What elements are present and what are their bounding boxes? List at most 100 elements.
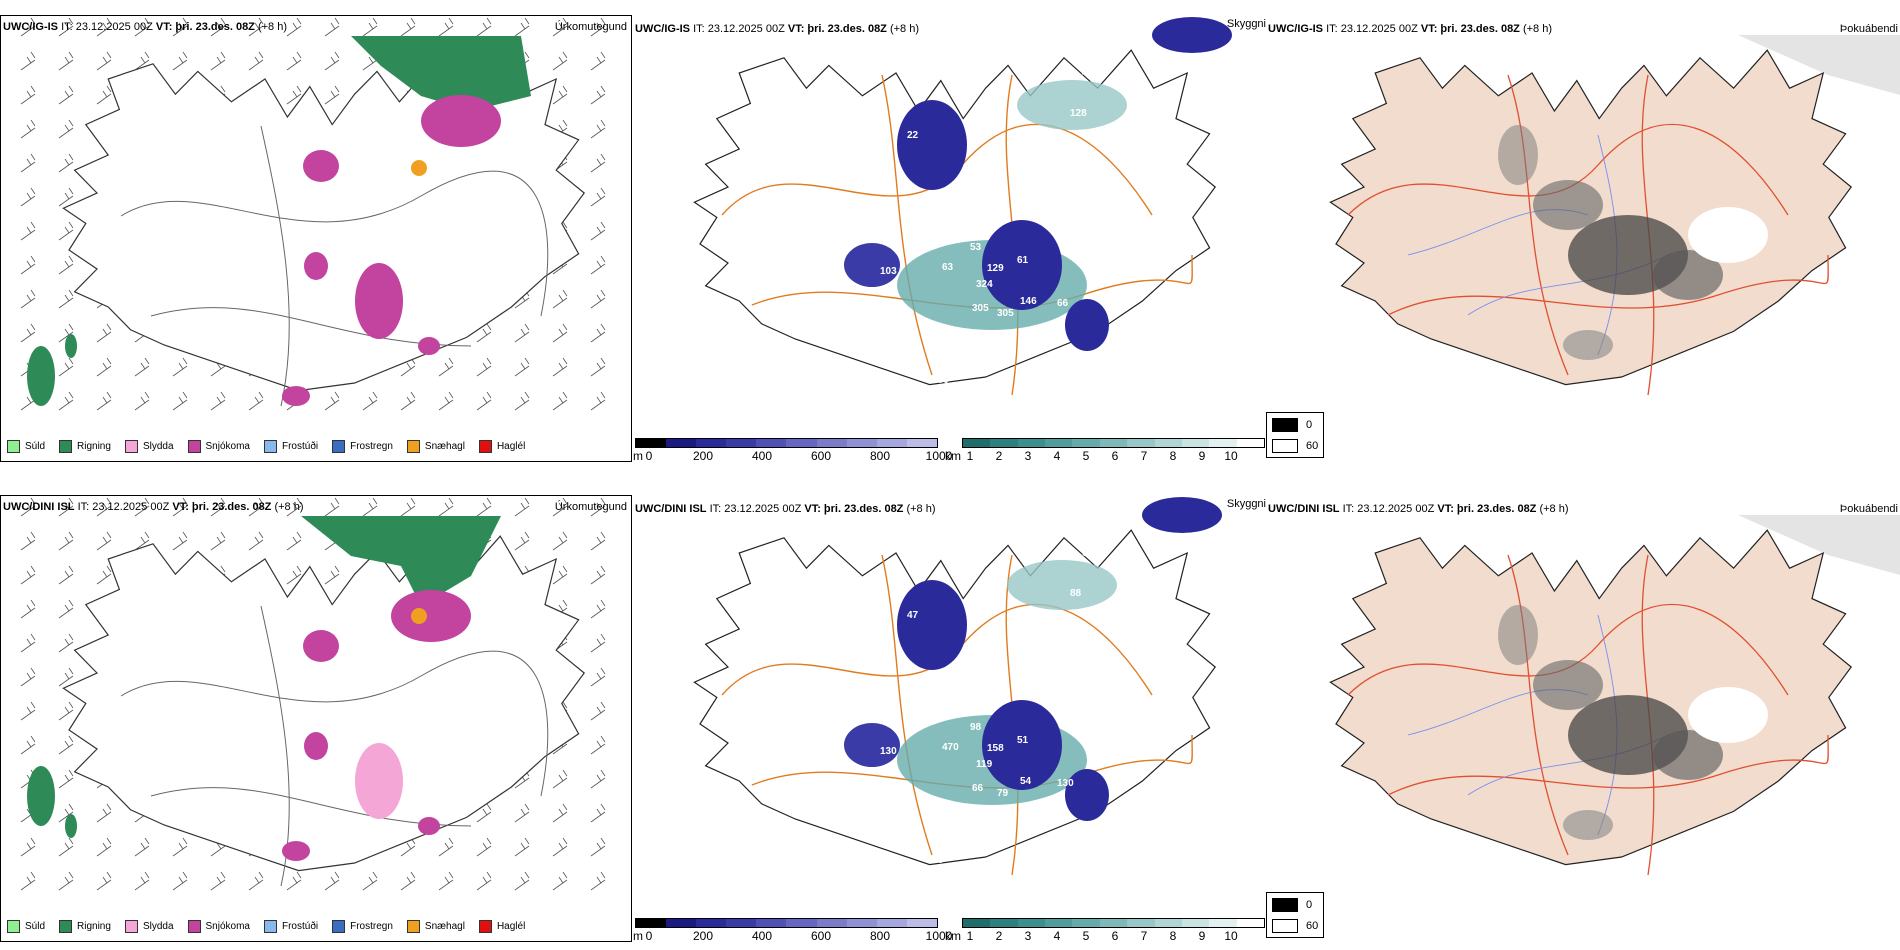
legend-item: Haglél [478, 440, 525, 453]
fog-indicator-map [1329, 35, 1900, 396]
legend-swatch [1272, 439, 1298, 453]
legend-label: Snjókoma [205, 441, 250, 452]
colorbar-tick: 400 [751, 929, 773, 943]
visibility-unit: km [945, 929, 961, 943]
visibility-value-label: 305 [972, 303, 989, 314]
valid-time-label: VT: [787, 23, 805, 35]
colorbar-segment [726, 919, 757, 927]
legend-label: 0 [1306, 899, 1313, 911]
lead-time: (+8 h) [906, 503, 936, 515]
iceland-outline [62, 55, 586, 392]
model-name: UWC/IG-IS [1268, 23, 1323, 35]
colorbar-tick: 8 [1169, 929, 1177, 943]
legend-swatch [263, 440, 277, 453]
visibility-value-label: 324 [976, 279, 993, 290]
visibility-value-label: 305 [997, 308, 1014, 319]
colorbar-segment [1181, 439, 1210, 447]
init-time: IT: 23.12.2025 00Z [61, 21, 153, 33]
visibility-title: Skyggni [1226, 18, 1266, 30]
valid-time: þri. 23.des. 08Z [1456, 503, 1537, 515]
legend-item: Snjókoma [187, 440, 250, 453]
visibility-value-label: 100 [877, 858, 894, 869]
colorbar-tick: 1000 [925, 449, 953, 463]
colorbar-segment [786, 439, 817, 447]
colorbar-tick: 5 [1082, 929, 1090, 943]
colorbar-tick: 9 [1198, 449, 1206, 463]
colorbar-tick: 600 [810, 929, 832, 943]
visibility-value-label: 22 [907, 130, 919, 141]
visibility-value-label: 66 [1057, 298, 1069, 309]
visibility-value-label: 88 [1070, 588, 1082, 599]
colorbar-segment [756, 919, 787, 927]
colorbar-tick: 1 [966, 449, 974, 463]
fog-legend-item: 60 [1272, 439, 1318, 453]
visibility-value-label: 118 [877, 378, 894, 389]
visibility-value-label: 54 [1020, 776, 1032, 787]
init-time: IT: 23.12.2025 00Z [1342, 503, 1435, 515]
visibility-value-label: 26 [932, 855, 944, 866]
legend-swatch [406, 440, 420, 453]
legend-label: Súld [25, 441, 46, 452]
legend-swatch [332, 440, 346, 453]
cloudbase-colorbar [635, 438, 938, 448]
legend-swatch [59, 440, 73, 453]
legend-item: Slydda [124, 920, 174, 933]
lead-time: (+8 h) [1522, 23, 1553, 35]
colorbar-segment [696, 439, 727, 447]
panel-header: UWC/DINI ISL IT: 23.12.2025 00Z VT: þri.… [3, 501, 304, 513]
legend-label: Haglél [496, 921, 526, 932]
visibility-value-label: 63 [1082, 548, 1094, 559]
fog-indicator-panel: UWC/DINI ISL IT: 23.12.2025 00Z VT: þri.… [1266, 495, 1900, 950]
legend-label: 60 [1306, 920, 1319, 932]
colorbar-segment [636, 919, 667, 927]
colorbar-segment [1099, 439, 1128, 447]
colorbar-segment [666, 439, 697, 447]
colorbar-segment [1045, 439, 1073, 447]
colorbar-segment [726, 439, 757, 447]
valid-time: þri. 23.des. 08Z [1440, 23, 1520, 35]
colorbar-segment [990, 919, 1018, 927]
valid-time: þri. 23.des. 08Z [823, 503, 904, 515]
visibility-map [693, 17, 1232, 396]
visibility-value-label: 103 [880, 266, 897, 277]
panel-header: UWC/IG-IS IT: 23.12.2025 00Z VT: þri. 23… [635, 23, 919, 35]
visibility-value-label: 92 [960, 176, 972, 187]
colorbar-segment [816, 439, 847, 447]
model-name: UWC/IG-IS [635, 23, 690, 35]
valid-time-label: VT: [1420, 23, 1438, 35]
legend-item: Haglél [478, 920, 526, 933]
lead-time: (+8 h) [274, 501, 304, 513]
visibility-value-label: 98 [970, 722, 982, 733]
panel-header: UWC/IG-IS IT: 23.12.2025 00Z VT: þri. 23… [3, 21, 287, 33]
visibility-value-label: 47 [907, 610, 919, 621]
legend-item: Snjókoma [187, 920, 250, 933]
colorbar-segment [1099, 919, 1128, 927]
valid-time-label: VT: [155, 21, 173, 33]
colorbar-segment [846, 919, 877, 927]
forecast-row-1: UWC/IG-IS IT: 23.12.2025 00Z VT: þri. 23… [0, 0, 1900, 470]
visibility-value-label: 101 [902, 810, 919, 821]
colorbar-tick: 4 [1053, 449, 1061, 463]
visibility-value-label: 54 [902, 330, 914, 341]
precip-type-map [20, 497, 606, 891]
colorbar-segment [1154, 919, 1182, 927]
colorbar-segment [876, 439, 907, 447]
legend-item: Súld [7, 920, 45, 933]
legend-label: Slydda [142, 441, 174, 452]
legend-label: Frostregn [350, 441, 393, 452]
legend-swatch [478, 440, 492, 453]
init-time: IT: 23.12.2025 00Z [693, 23, 785, 35]
visibility-value-label: 146 [1020, 296, 1037, 307]
visibility-value-label: 43 [1082, 68, 1094, 79]
fog-legend-item: 0 [1272, 898, 1312, 912]
visibility-map [693, 497, 1222, 876]
legend-item: Rigning [59, 920, 111, 933]
legend-label: 60 [1306, 440, 1319, 452]
colorbar-segment [906, 919, 937, 927]
colorbar-tick: 0 [645, 449, 653, 463]
legend-swatch [124, 440, 138, 453]
colorbar-tick: 3 [1024, 929, 1032, 943]
legend-item: Rigning [59, 440, 111, 453]
visibility-value-label: 63 [942, 262, 954, 273]
legend-item: Slydda [124, 440, 174, 453]
